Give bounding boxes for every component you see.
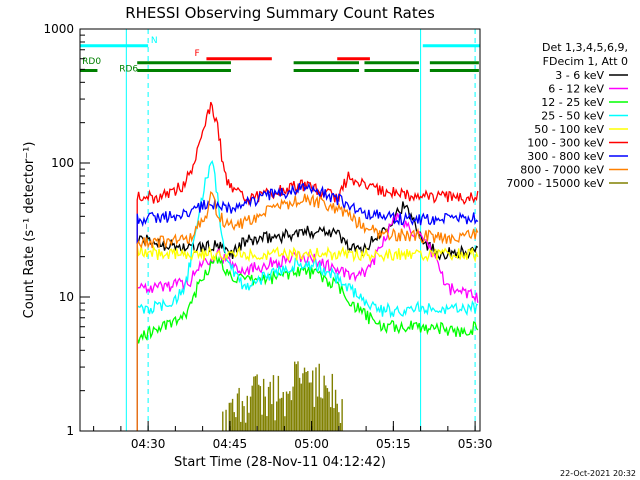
- legend-header: Det 1,3,4,5,6,9,: [542, 41, 628, 54]
- legend-header: FDecim 1, Att 0: [543, 55, 628, 68]
- plot-frame: [79, 28, 481, 432]
- series-line-12to25kev: [136, 254, 479, 431]
- series-line-50to100kev: [136, 244, 479, 431]
- y-tick-label: 1: [66, 424, 74, 438]
- x-tick-label: 05:00: [294, 437, 329, 451]
- x-axis: 04:30 04:45 05:00 05:15 05:30: [93, 421, 493, 451]
- x-tick-label: 05:15: [376, 437, 411, 451]
- legend-entry-label: 12 - 25 keV: [541, 96, 604, 109]
- state-bar-label: RD6: [119, 65, 138, 75]
- y-axis: 1 10 100 1000: [43, 22, 90, 438]
- y-axis-label: Count Rate (s⁻¹ detector⁻¹): [22, 142, 37, 319]
- x-tick-label: 04:45: [213, 437, 248, 451]
- y-tick-label: 10: [59, 290, 74, 304]
- plot-area: N F RD0 RD6: [80, 29, 480, 431]
- state-bar-label: F: [194, 49, 199, 59]
- legend-entry-label: 50 - 100 keV: [534, 123, 604, 136]
- legend-entry-label: 6 - 12 keV: [548, 83, 604, 96]
- state-bar-label: N: [151, 36, 158, 46]
- chart-title: RHESSI Observing Summary Count Rates: [125, 4, 435, 22]
- x-tick-label: 04:30: [131, 437, 166, 451]
- y-tick-label: 100: [51, 156, 74, 170]
- legend-entry-label: 100 - 300 keV: [527, 137, 604, 150]
- legend-entry-label: 3 - 6 keV: [555, 69, 604, 82]
- series-line-300to800kev: [136, 182, 479, 431]
- footer-date: 22-Oct-2021 20:32: [560, 469, 636, 478]
- legend-entry-label: 7000 - 15000 keV: [506, 177, 604, 190]
- series-line-25to50kev: [136, 160, 479, 431]
- state-bar-label: RD0: [82, 57, 101, 67]
- legend-entry-label: 800 - 7000 keV: [520, 164, 604, 177]
- legend: Det 1,3,4,5,6,9,FDecim 1, Att 03 - 6 keV…: [506, 41, 628, 190]
- legend-entry-label: 300 - 800 keV: [527, 150, 604, 163]
- series-line-800to7000kev: [136, 191, 479, 431]
- x-axis-label: Start Time (28-Nov-11 04:12:42): [174, 455, 386, 470]
- legend-entry-label: 25 - 50 keV: [541, 110, 604, 123]
- series-line-100to300kev: [136, 101, 479, 431]
- x-tick-label: 05:30: [458, 437, 493, 451]
- y-tick-label: 1000: [43, 22, 74, 36]
